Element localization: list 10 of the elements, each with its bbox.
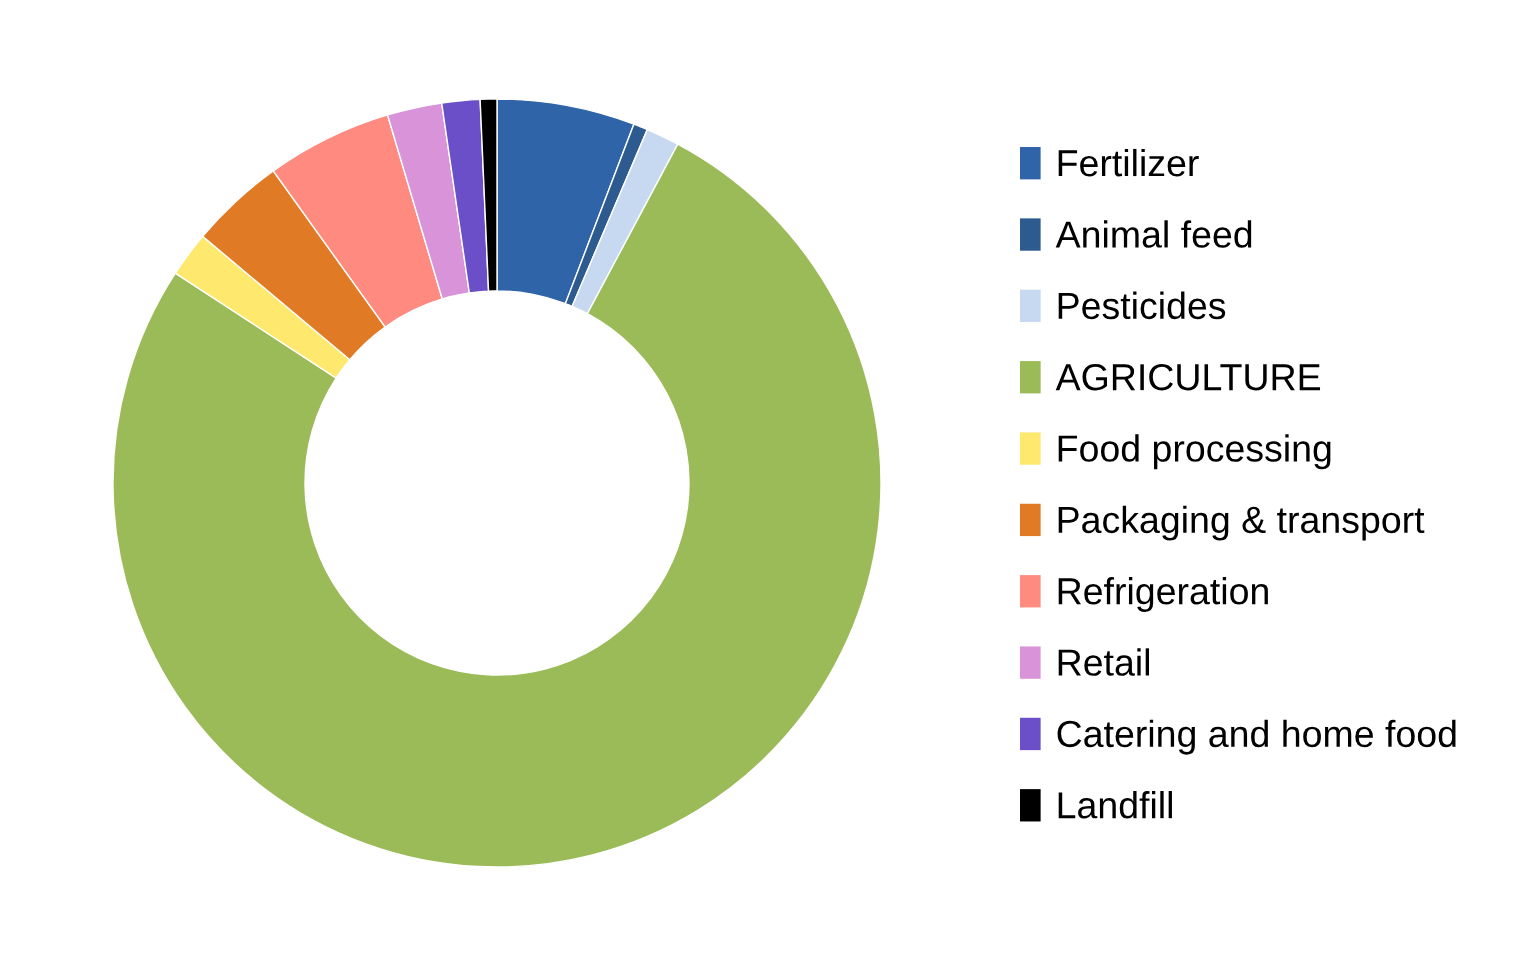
legend-label: Food processing bbox=[1058, 434, 1331, 470]
legend-label: Catering and home food bbox=[1057, 719, 1456, 755]
legend-label: Landfill bbox=[1058, 791, 1172, 819]
legend-label: Animal feed bbox=[1055, 220, 1252, 248]
legend-label: AGRICULTURE bbox=[1055, 363, 1321, 391]
legend-label: Fertilizer bbox=[1058, 148, 1199, 177]
legend-label: Retail bbox=[1058, 648, 1149, 676]
legend-label: Pesticides bbox=[1058, 291, 1226, 320]
legend-label: Packaging & transport bbox=[1058, 505, 1425, 541]
legend-label: Refrigeration bbox=[1058, 576, 1268, 612]
